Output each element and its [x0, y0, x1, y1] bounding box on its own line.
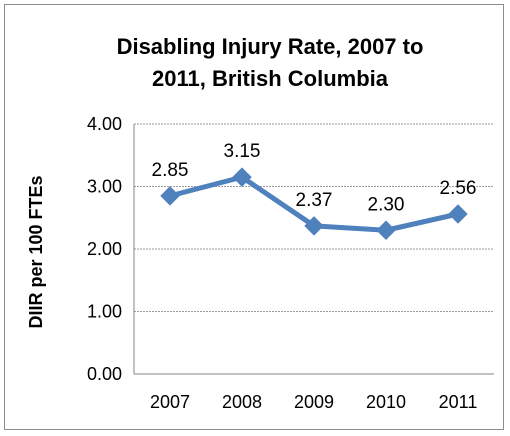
x-tick-label: 2011: [439, 392, 478, 412]
y-tick-label: 2.00: [87, 239, 122, 259]
x-tick-label: 2010: [366, 392, 406, 412]
y-tick-label: 0.00: [87, 364, 122, 384]
data-point: [376, 220, 396, 240]
data-label: 2.37: [296, 190, 333, 211]
data-label: 2.85: [152, 160, 189, 181]
y-tick-label: 3.00: [87, 177, 122, 197]
axes: [133, 124, 494, 375]
x-tick-labels: 2007 2008 2009 2010 2011: [150, 392, 477, 412]
data-point: [232, 167, 252, 187]
chart-frame: [4, 4, 504, 430]
y-axis-label: DIIR per 100 FTEs: [26, 175, 46, 328]
chart-title-line-1: Disabling Injury Rate, 2007 to: [117, 34, 424, 59]
data-label: 3.15: [224, 141, 261, 162]
data-label: 2.56: [440, 178, 477, 199]
x-tick-label: 2007: [150, 392, 190, 412]
y-tick-label: 1.00: [87, 302, 122, 322]
y-tick-labels: 0.00 1.00 2.00 3.00 4.00: [87, 114, 122, 384]
data-point: [160, 186, 180, 206]
data-labels: 2.85 3.15 2.37 2.30 2.56: [152, 141, 477, 215]
gridlines: [134, 123, 494, 312]
y-tick-label: 4.00: [87, 114, 122, 134]
data-label: 2.30: [368, 194, 405, 215]
data-point: [448, 204, 468, 224]
x-tick-label: 2009: [294, 392, 334, 412]
series-dirr: [160, 167, 468, 240]
x-tick-label: 2008: [222, 392, 262, 412]
chart-title-line-2: 2011, British Columbia: [152, 66, 389, 91]
data-point: [304, 216, 324, 236]
